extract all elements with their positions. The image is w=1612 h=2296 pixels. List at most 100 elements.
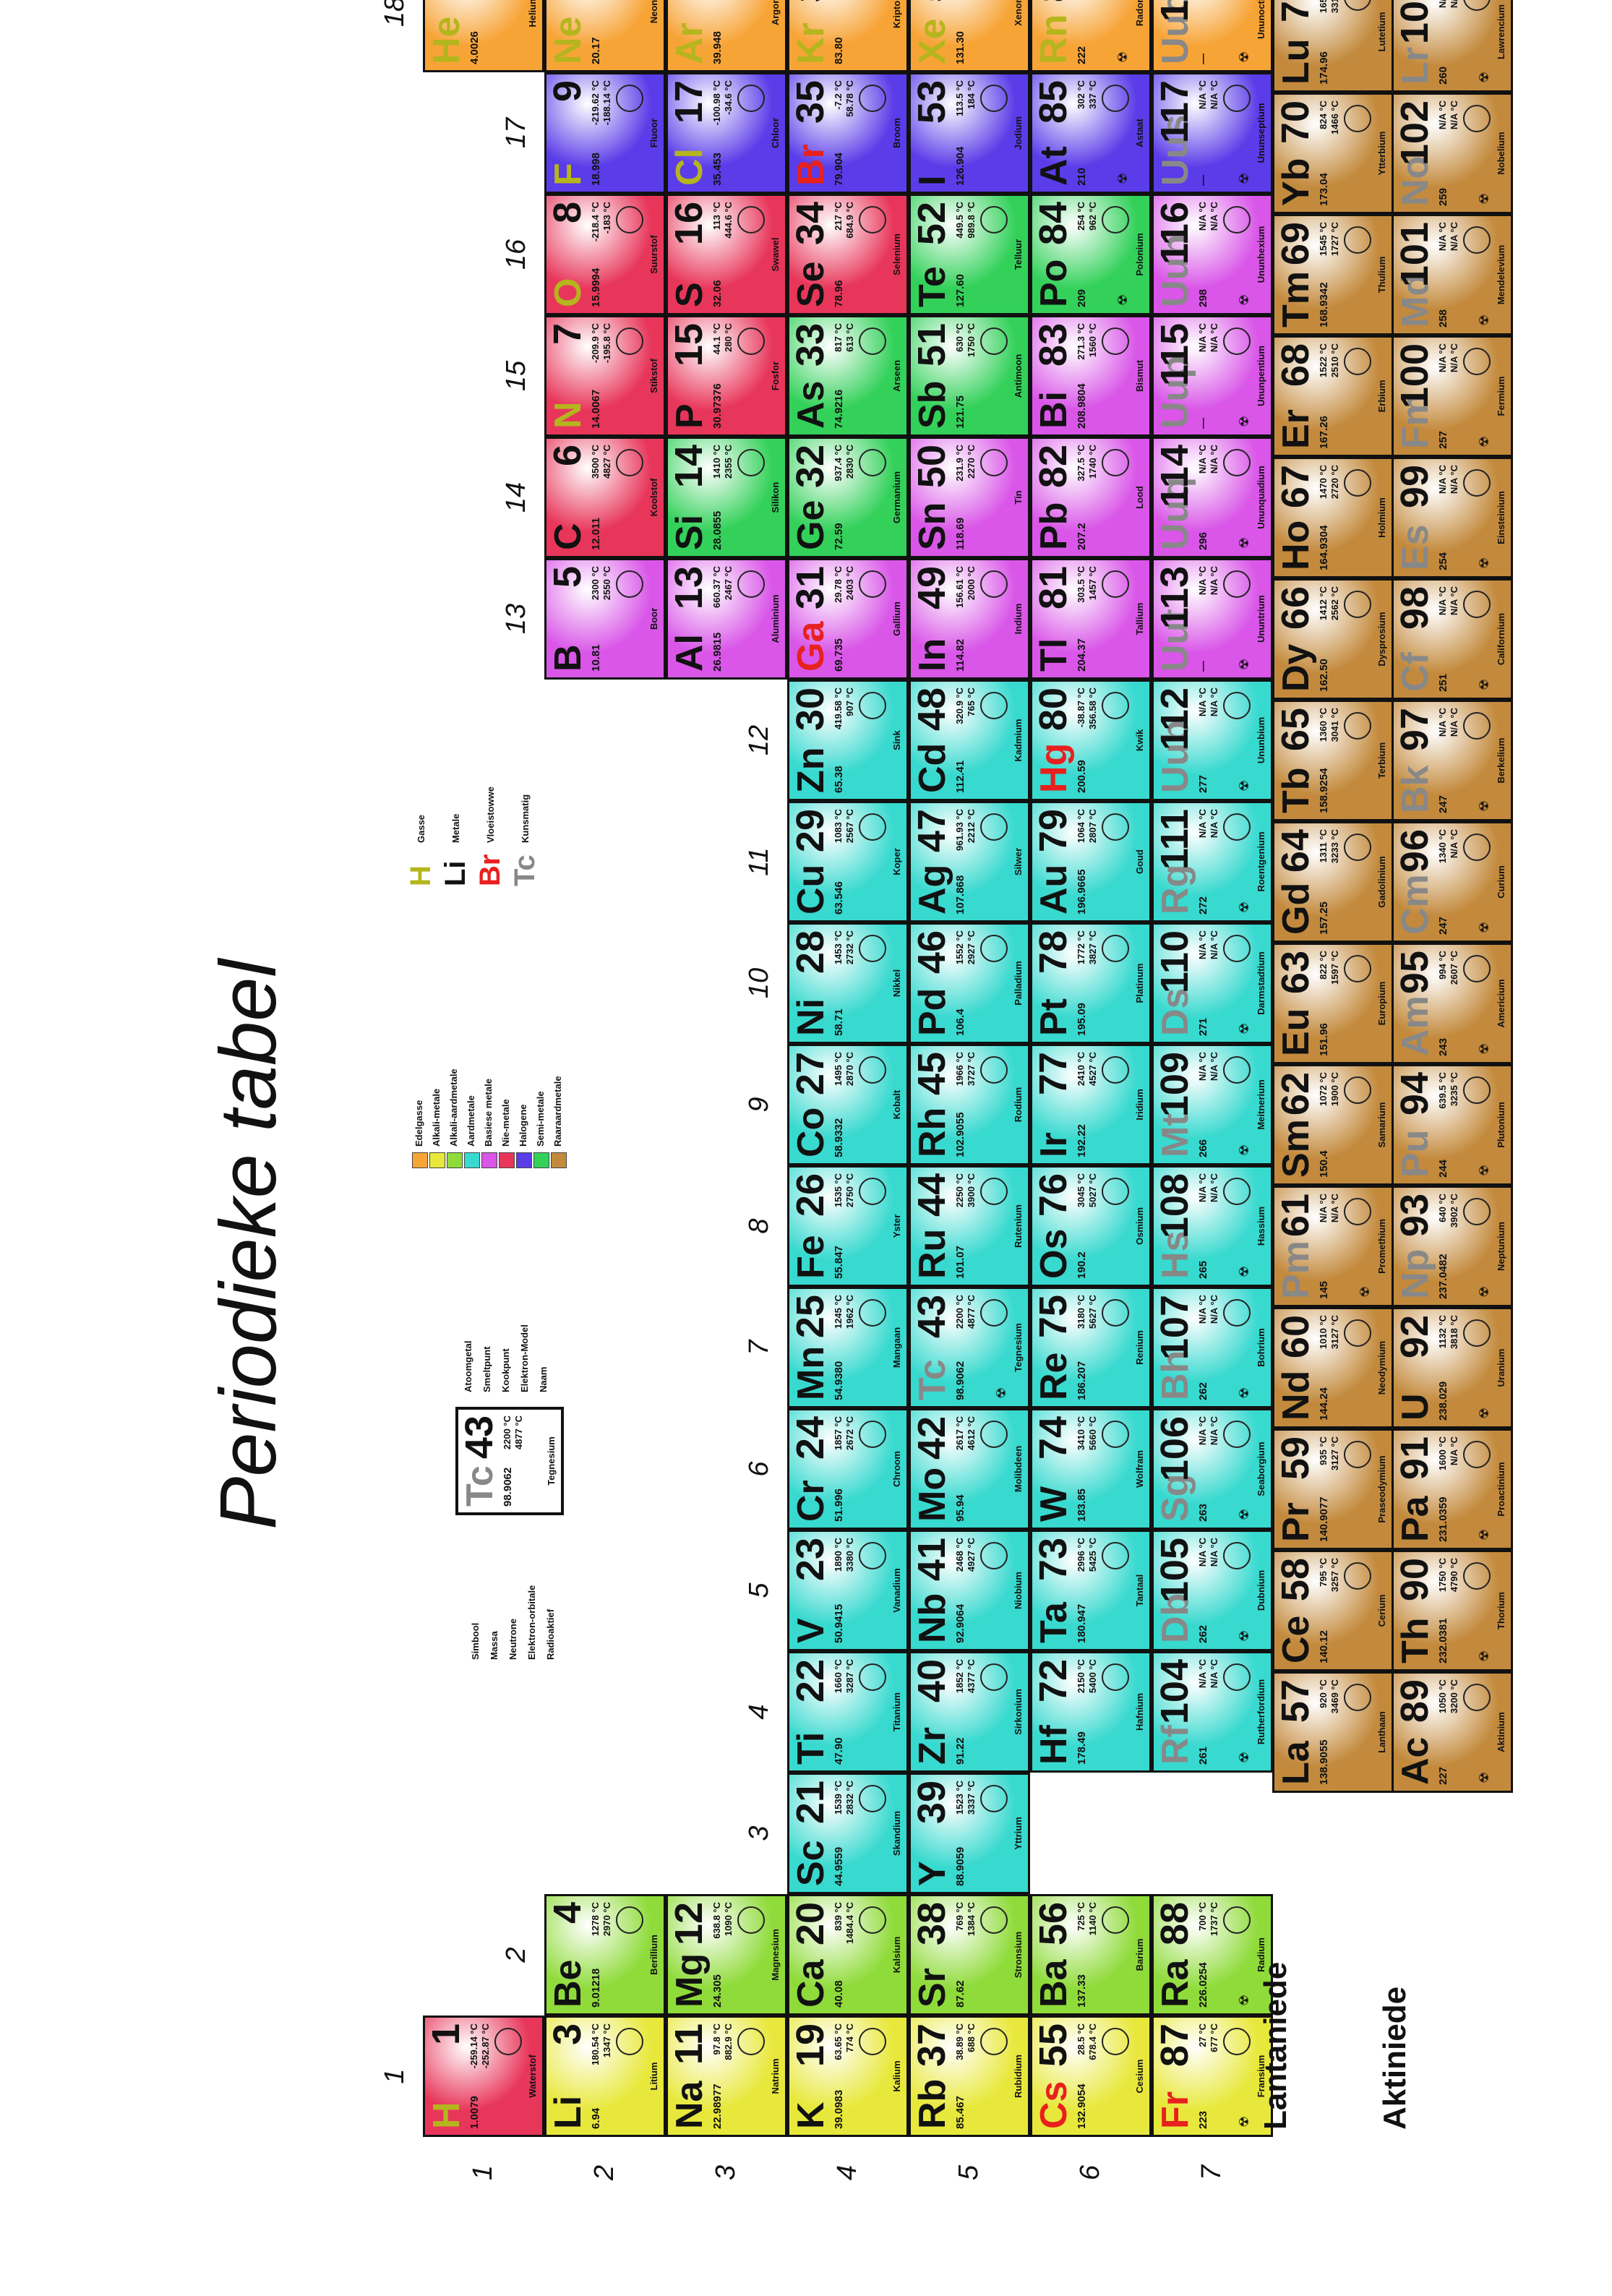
element-cell-cm[interactable]: Cm 96 247 1340 °C N/A °C Curium ☢: [1392, 821, 1513, 943]
element-cell-ag[interactable]: Ag 47 107.868 961.93 °C 2212 °C Silwer: [909, 801, 1030, 922]
element-cell-sm[interactable]: Sm 62 150.4 1072 °C 1900 °C Samarium: [1272, 1064, 1394, 1186]
element-cell-hs[interactable]: Hs 108 265 N/A °C N/A °C Hassium ☢: [1152, 1165, 1273, 1287]
element-cell-o[interactable]: O 8 15.9994 -218.4 °C -183 °C Suurstof: [544, 194, 666, 315]
element-cell-yb[interactable]: Yb 70 173.04 824 °C 1466 °C Ytterbium: [1272, 93, 1394, 214]
element-cell-ir[interactable]: Ir 77 192.22 2410 °C 4527 °C Iridium: [1030, 1044, 1152, 1165]
element-cell-ru[interactable]: Ru 44 101.07 2250 °C 3900 °C Rutenium: [909, 1165, 1030, 1287]
element-cell-co[interactable]: Co 27 58.9332 1495 °C 2870 °C Kobalt: [787, 1044, 909, 1165]
element-cell-pm[interactable]: Pm 61 145 N/A °C N/A °C Promethium ☢: [1272, 1186, 1394, 1307]
element-cell-pd[interactable]: Pd 46 106.4 1552 °C 2927 °C Palladium: [909, 922, 1030, 1044]
element-cell-f[interactable]: F 9 18.998 -219.62 °C -188.14 °C Fluoor: [544, 72, 666, 194]
element-cell-ar[interactable]: Ar1839.948-189.3 °C-186 °CArgon: [666, 0, 787, 72]
element-cell-rg[interactable]: Rg 111 272 N/A °C N/A °C Roentgenium ☢: [1152, 801, 1273, 922]
element-cell-w[interactable]: W 74 183.85 3410 °C 5660 °C Wolfram: [1030, 1408, 1152, 1530]
element-cell-bi[interactable]: Bi 83 208.9804 271.3 °C 1560 °C Bismut: [1030, 315, 1152, 437]
element-cell-bk[interactable]: Bk 97 247 N/A °C N/A °C Berkelium ☢: [1392, 700, 1513, 821]
element-cell-nd[interactable]: Nd 60 144.24 1010 °C 3127 °C Neodymium: [1272, 1307, 1394, 1428]
element-cell-cd[interactable]: Cd 48 112.41 320.9 °C 765 °C Kadmium: [909, 680, 1030, 801]
element-cell-he[interactable]: He24.0026-272 °C-268.6 °CHelium: [423, 0, 544, 72]
element-cell-hf[interactable]: Hf 72 178.49 2150 °C 5400 °C Hafnium: [1030, 1651, 1152, 1773]
element-cell-au[interactable]: Au 79 196.9665 1064 °C 2807 °C Goud: [1030, 801, 1152, 922]
element-cell-cu[interactable]: Cu 29 63.546 1083 °C 2567 °C Koper: [787, 801, 909, 922]
element-cell-os[interactable]: Os 76 190.2 3045 °C 5027 °C Osmium: [1030, 1165, 1152, 1287]
element-cell-h[interactable]: H 1 1.0079 -259.14 °C -252.87 °C Waterstof: [423, 2016, 544, 2137]
element-cell-uut[interactable]: Uut 113— N/A °C N/A °C Ununtrium ☢: [1152, 558, 1273, 680]
element-cell-tb[interactable]: Tb 65 158.9254 1360 °C 3041 °C Terbium: [1272, 700, 1394, 821]
element-cell-ti[interactable]: Ti 22 47.90 1660 °C 3287 °C Titanium: [787, 1651, 909, 1773]
element-cell-as[interactable]: As 33 74.9216 817 °C 613 °C Arseen: [787, 315, 909, 437]
element-cell-np[interactable]: Np 93 237.0482 640 °C 3902 °C Neptunium ☢: [1392, 1186, 1513, 1307]
element-cell-ba[interactable]: Ba 56 137.33 725 °C 1140 °C Barium: [1030, 1894, 1152, 2016]
element-cell-fr[interactable]: Fr 87 223 27 °C 677 °C Fransium ☢: [1152, 2016, 1273, 2137]
element-cell-la[interactable]: La 57 138.9055 920 °C 3469 °C Lanthaan: [1272, 1671, 1394, 1793]
element-cell-kr[interactable]: Kr3683.80-157.2 °C-153.4 °CKripton: [787, 0, 909, 72]
element-cell-fe[interactable]: Fe 26 55.847 1535 °C 2750 °C Yster: [787, 1165, 909, 1287]
element-cell-uuh[interactable]: Uuh 116 298 N/A °C N/A °C Ununhexium ☢: [1152, 194, 1273, 315]
element-cell-mo[interactable]: Mo 42 95.94 2617 °C 4612 °C Molibdeen: [909, 1408, 1030, 1530]
element-cell-pt[interactable]: Pt 78 195.09 1772 °C 3827 °C Platinum: [1030, 922, 1152, 1044]
element-cell-bh[interactable]: Bh 107 262 N/A °C N/A °C Bohrium ☢: [1152, 1287, 1273, 1408]
element-cell-am[interactable]: Am 95 243 994 °C 2607 °C Americium ☢: [1392, 943, 1513, 1064]
element-cell-db[interactable]: Db 105 262 N/A °C N/A °C Dubnium ☢: [1152, 1530, 1273, 1651]
element-cell-li[interactable]: Li 3 6.94 180.54 °C 1347 °C Litium: [544, 2016, 666, 2137]
element-cell-al[interactable]: Al 13 26.9815 660.37 °C 2467 °C Aluminium: [666, 558, 787, 680]
element-cell-gd[interactable]: Gd 64 157.25 1311 °C 3233 °C Gadolinium: [1272, 821, 1394, 943]
element-cell-sg[interactable]: Sg 106 263 N/A °C N/A °C Seaborgium ☢: [1152, 1408, 1273, 1530]
element-cell-po[interactable]: Po 84 209 254 °C 962 °C Polonium ☢: [1030, 194, 1152, 315]
element-cell-ga[interactable]: Ga 31 69.735 29.78 °C 2403 °C Gallium: [787, 558, 909, 680]
element-cell-uus[interactable]: Uus 117— N/A °C N/A °C Ununseptium ☢: [1152, 72, 1273, 194]
element-cell-v[interactable]: V 23 50.9415 1890 °C 3380 °C Vanadium: [787, 1530, 909, 1651]
element-cell-in[interactable]: In 49 114.82 156.61 °C 2000 °C Indium: [909, 558, 1030, 680]
element-cell-pu[interactable]: Pu 94 244 639.5 °C 3235 °C Plutonium ☢: [1392, 1064, 1513, 1186]
element-cell-pa[interactable]: Pa 91 231.0359 1600 °C N/A °C Proactinium ☢: [1392, 1428, 1513, 1550]
element-cell-rf[interactable]: Rf 104 261 N/A °C N/A °C Rutherfordium ☢: [1152, 1651, 1273, 1773]
element-cell-te[interactable]: Te 52 127.60 449.5 °C 989.8 °C Telluur: [909, 194, 1030, 315]
element-cell-hg[interactable]: Hg 80 200.59 -38.87 °C 356.58 °C Kwik: [1030, 680, 1152, 801]
element-cell-er[interactable]: Er 68 167.26 1522 °C 2510 °C Erbium: [1272, 335, 1394, 457]
element-cell-cr[interactable]: Cr 24 51.996 1857 °C 2672 °C Chroom: [787, 1408, 909, 1530]
element-cell-mt[interactable]: Mt 109 266 N/A °C N/A °C Meitnerium ☢: [1152, 1044, 1273, 1165]
element-cell-at[interactable]: At 85 210 302 °C 337 °C Astaat ☢: [1030, 72, 1152, 194]
element-cell-uuq[interactable]: Uuq 114 296 N/A °C N/A °C Ununquadium ☢: [1152, 437, 1273, 558]
element-cell-uup[interactable]: Uup 115— N/A °C N/A °C Ununpentium ☢: [1152, 315, 1273, 437]
element-cell-xe[interactable]: Xe54131.30-111.9 °C-108.1 °CXenon: [909, 0, 1030, 72]
element-cell-re[interactable]: Re 75 186.207 3180 °C 5627 °C Renium: [1030, 1287, 1152, 1408]
element-cell-mn[interactable]: Mn 25 54.9380 1245 °C 1962 °C Mangaan: [787, 1287, 909, 1408]
element-cell-fm[interactable]: Fm 100 257 N/A °C N/A °C Fermium ☢: [1392, 335, 1513, 457]
element-cell-tl[interactable]: Tl 81 204.37 303.5 °C 1457 °C Tallium: [1030, 558, 1152, 680]
element-cell-tm[interactable]: Tm 69 168.9342 1545 °C 1727 °C Thulium: [1272, 214, 1394, 335]
element-cell-ta[interactable]: Ta 73 180.947 2996 °C 5425 °C Tantaal: [1030, 1530, 1152, 1651]
element-cell-uub[interactable]: Uub 112 277 N/A °C N/A °C Ununbium ☢: [1152, 680, 1273, 801]
element-cell-md[interactable]: Md 101 258 N/A °C N/A °C Mendelevium ☢: [1392, 214, 1513, 335]
element-cell-si[interactable]: Si 14 28.0855 1410 °C 2355 °C Silikon: [666, 437, 787, 558]
element-cell-sb[interactable]: Sb 51 121.75 630 °C 1750 °C Antimoon: [909, 315, 1030, 437]
element-cell-s[interactable]: S 16 32.06 113 °C 444.6 °C Swawel: [666, 194, 787, 315]
element-cell-lu[interactable]: Lu 71 174.96 1656 °C3315 °C Lutetium: [1272, 0, 1394, 93]
element-cell-pr[interactable]: Pr 59 140.9077 935 °C 3127 °C Praseodymium: [1272, 1428, 1394, 1550]
element-cell-ce[interactable]: Ce 58 140.12 795 °C 3257 °C Cerium: [1272, 1550, 1394, 1671]
element-cell-zn[interactable]: Zn 30 65.38 419.58 °C 907 °C Sink: [787, 680, 909, 801]
element-cell-i[interactable]: I 53 126.904 113.5 °C 184 °C Jodium: [909, 72, 1030, 194]
element-cell-sc[interactable]: Sc 21 44.9559 1539 °C 2832 °C Skandium: [787, 1773, 909, 1894]
element-cell-ds[interactable]: Ds 110 271 N/A °C N/A °C Darmstadtium ☢: [1152, 922, 1273, 1044]
element-cell-tc[interactable]: Tc 43 98.9062 2200 °C 4877 °C Tegnesium ☢: [909, 1287, 1030, 1408]
element-cell-sr[interactable]: Sr 38 87.62 769 °C 1384 °C Stronsium: [909, 1894, 1030, 2016]
element-cell-ra[interactable]: Ra 88 226.0254 700 °C 1737 °C Radium ☢: [1152, 1894, 1273, 2016]
element-cell-c[interactable]: C 6 12.011 3500 °C 4827 °C Koolstof: [544, 437, 666, 558]
element-cell-p[interactable]: P 15 30.97376 44.1 °C 280 °C Fosfor: [666, 315, 787, 437]
element-cell-uuo[interactable]: Uuo118—N/A °CN/A °CUnunoctium☢: [1152, 0, 1273, 72]
element-cell-ge[interactable]: Ge 32 72.59 937.4 °C 2830 °C Germanium: [787, 437, 909, 558]
element-cell-y[interactable]: Y 39 88.9059 1523 °C 3337 °C Yttrium: [909, 1773, 1030, 1894]
element-cell-be[interactable]: Be 4 9.01218 1278 °C 2970 °C Berillium: [544, 1894, 666, 2016]
element-cell-ho[interactable]: Ho 67 164.9304 1470 °C 2720 °C Holmium: [1272, 457, 1394, 578]
element-cell-mg[interactable]: Mg 12 24.305 638.8 °C 1090 °C Magnesium: [666, 1894, 787, 2016]
element-cell-zr[interactable]: Zr 40 91.22 1852 °C 4377 °C Sirkonium: [909, 1651, 1030, 1773]
element-cell-cs[interactable]: Cs 55 132.9054 28.5 °C 678.4 °C Cesium: [1030, 2016, 1152, 2137]
element-cell-cf[interactable]: Cf 98 251 N/A °C N/A °C Californium ☢: [1392, 578, 1513, 700]
element-cell-ac[interactable]: Ac 89 227 1050 °C 3200 °C Aktinium ☢: [1392, 1671, 1513, 1793]
element-cell-cl[interactable]: Cl 17 35.453 -100.98 °C -34.6 °C Chloor: [666, 72, 787, 194]
element-cell-ne[interactable]: Ne1020.17-248.6 °C-246.1 °CNeon: [544, 0, 666, 72]
element-cell-b[interactable]: B 5 10.81 2300 °C 2550 °C Boor: [544, 558, 666, 680]
element-cell-br[interactable]: Br 35 79.904 -7.2 °C 58.78 °C Broom: [787, 72, 909, 194]
